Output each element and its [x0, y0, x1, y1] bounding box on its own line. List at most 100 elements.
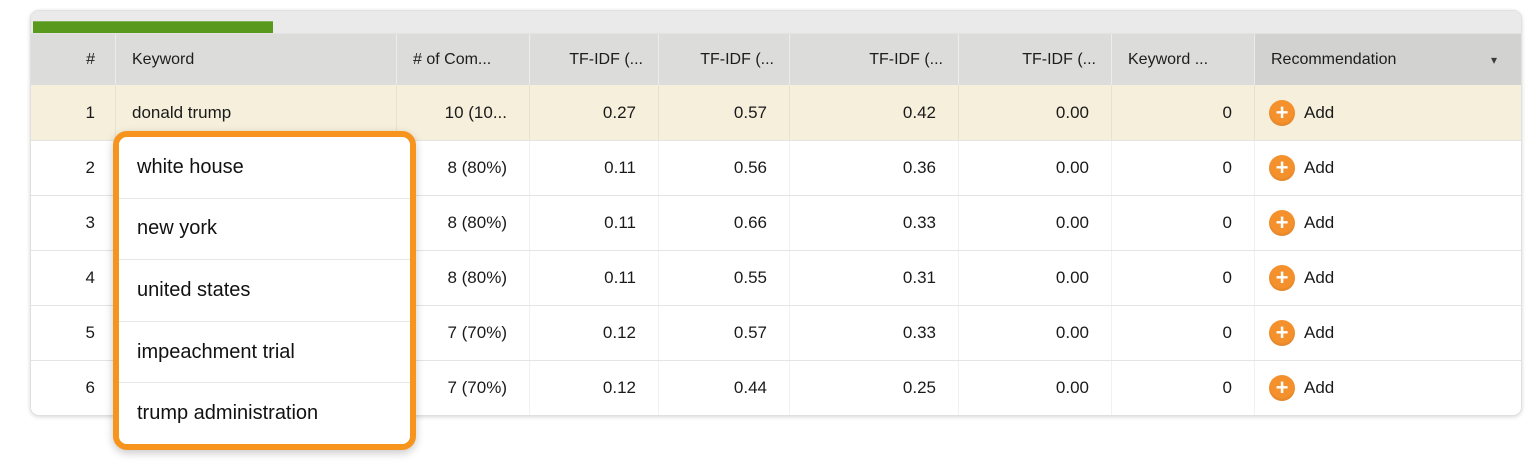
column-header-keyword-count[interactable]: Keyword ...: [1111, 34, 1254, 85]
row-number-value: 3: [85, 213, 95, 232]
column-header-tfidf-3[interactable]: TF-IDF (...: [789, 34, 958, 85]
tfidf-3-value: 0.33: [902, 213, 936, 232]
add-button-label: Add: [1304, 158, 1335, 177]
tfidf-3-cell: 0.25: [789, 361, 958, 415]
plus-circle-icon: +: [1269, 210, 1295, 236]
keyword-cell: donald trump: [115, 85, 396, 140]
add-button[interactable]: + Add: [1269, 375, 1334, 401]
tfidf-3-value: 0.31: [902, 268, 936, 287]
keyword-count-value: 0: [1222, 378, 1232, 397]
column-header-label: #: [86, 50, 95, 68]
add-button[interactable]: + Add: [1269, 265, 1334, 291]
tfidf-1-value: 0.12: [602, 378, 636, 397]
column-header-label: Recommendation: [1271, 50, 1397, 68]
column-header-label: TF-IDF (...: [569, 50, 643, 68]
plus-circle-icon: +: [1269, 155, 1295, 181]
column-header-label: TF-IDF (...: [1022, 50, 1096, 68]
tfidf-3-cell: 0.36: [789, 141, 958, 195]
plus-circle-icon: +: [1269, 375, 1295, 401]
table-row[interactable]: 1 donald trump 10 (10... 0.27 0.57 0.42 0.00 0 +…: [31, 85, 1521, 140]
competitor-count-value: 8 (80%): [447, 268, 507, 287]
tfidf-1-value: 0.11: [604, 268, 636, 287]
column-header-tfidf-4[interactable]: TF-IDF (...: [958, 34, 1111, 85]
add-button-label: Add: [1304, 102, 1335, 122]
table-body: 1 donald trump 10 (10... 0.27 0.57 0.42 0.00 0 +…: [31, 85, 1521, 415]
column-header-tfidf-1[interactable]: TF-IDF (...: [529, 34, 658, 85]
tfidf-2-cell: 0.57: [658, 306, 789, 360]
progress-bar: [33, 21, 273, 33]
keyword-count-cell: 0: [1111, 141, 1254, 195]
competitor-count-value: 8 (80%): [447, 213, 507, 232]
keyword-value: donald trump: [132, 102, 232, 122]
tfidf-4-value: 0.00: [1055, 102, 1089, 122]
overlay-keyword-item: impeachment trial: [119, 320, 410, 383]
keyword-count-cell: 0: [1111, 196, 1254, 250]
competitor-count-value: 7 (70%): [447, 378, 507, 397]
tfidf-3-cell: 0.31: [789, 251, 958, 305]
keyword-count-value: 0: [1222, 268, 1232, 287]
column-header-recommendation[interactable]: Recommendation ▾: [1254, 34, 1521, 85]
tfidf-3-value: 0.42: [902, 102, 936, 122]
column-header-tfidf-2[interactable]: TF-IDF (...: [658, 34, 789, 85]
tfidf-2-value: 0.55: [733, 268, 767, 287]
keyword-count-cell: 0: [1111, 85, 1254, 140]
column-header-label: Keyword: [132, 50, 195, 68]
tfidf-4-value: 0.00: [1055, 378, 1089, 397]
plus-circle-icon: +: [1269, 99, 1295, 126]
row-number-cell: 6: [31, 361, 115, 415]
tfidf-3-cell: 0.33: [789, 196, 958, 250]
competitor-count-value: 7 (70%): [447, 323, 507, 342]
add-button-label: Add: [1304, 378, 1335, 397]
tfidf-1-cell: 0.12: [529, 361, 658, 415]
tfidf-2-value: 0.57: [733, 323, 767, 342]
tfidf-4-value: 0.00: [1055, 158, 1089, 177]
row-number-cell: 2: [31, 141, 115, 195]
column-header-label: TF-IDF (...: [869, 50, 943, 68]
tfidf-3-value: 0.25: [902, 378, 936, 397]
recommendation-cell: + Add: [1254, 251, 1521, 305]
row-number-value: 2: [85, 158, 95, 177]
column-header-label: TF-IDF (...: [700, 50, 774, 68]
add-button-label: Add: [1304, 213, 1335, 232]
keyword-count-value: 0: [1222, 102, 1232, 122]
tfidf-3-cell: 0.33: [789, 306, 958, 360]
competitor-count-value: 10 (10...: [444, 102, 507, 122]
keyword-count-cell: 0: [1111, 306, 1254, 360]
add-button[interactable]: + Add: [1269, 155, 1334, 181]
keyword-count-value: 0: [1222, 323, 1232, 342]
progress-track: [31, 11, 1521, 34]
column-header-keyword[interactable]: Keyword: [115, 34, 396, 85]
tfidf-2-cell: 0.44: [658, 361, 789, 415]
column-header-label: Keyword ...: [1128, 50, 1209, 68]
tfidf-2-cell: 0.55: [658, 251, 789, 305]
tfidf-1-cell: 0.11: [529, 141, 658, 195]
tfidf-2-cell: 0.56: [658, 141, 789, 195]
keyword-count-cell: 0: [1111, 361, 1254, 415]
competitor-count-cell: 10 (10...: [396, 85, 529, 140]
add-button[interactable]: + Add: [1269, 99, 1335, 126]
tfidf-1-value: 0.12: [602, 323, 636, 342]
add-button[interactable]: + Add: [1269, 320, 1334, 346]
row-number-cell: 1: [31, 85, 115, 140]
tfidf-3-value: 0.36: [902, 158, 936, 177]
tfidf-4-value: 0.00: [1055, 323, 1089, 342]
overlay-keyword-item: white house: [119, 137, 410, 198]
add-button[interactable]: + Add: [1269, 210, 1334, 236]
tfidf-4-value: 0.00: [1055, 213, 1089, 232]
tfidf-3-value: 0.33: [902, 323, 936, 342]
column-header-row-number[interactable]: #: [31, 34, 115, 85]
keyword-count-value: 0: [1222, 213, 1232, 232]
tfidf-2-value: 0.56: [733, 158, 767, 177]
tfidf-4-cell: 0.00: [958, 361, 1111, 415]
keyword-table-panel: # Keyword # of Com... TF-IDF (... TF-IDF (..…: [30, 10, 1522, 416]
tfidf-2-value: 0.44: [733, 378, 767, 397]
recommendation-cell: + Add: [1254, 141, 1521, 195]
add-button-label: Add: [1304, 323, 1335, 342]
keyword-count-value: 0: [1222, 158, 1232, 177]
row-number-value: 5: [85, 323, 95, 342]
column-header-competitor-count[interactable]: # of Com...: [396, 34, 529, 85]
sort-chevron-down-icon: ▾: [1490, 52, 1497, 67]
recommendation-cell: + Add: [1254, 361, 1521, 415]
tfidf-2-cell: 0.66: [658, 196, 789, 250]
tfidf-1-value: 0.11: [604, 158, 636, 177]
